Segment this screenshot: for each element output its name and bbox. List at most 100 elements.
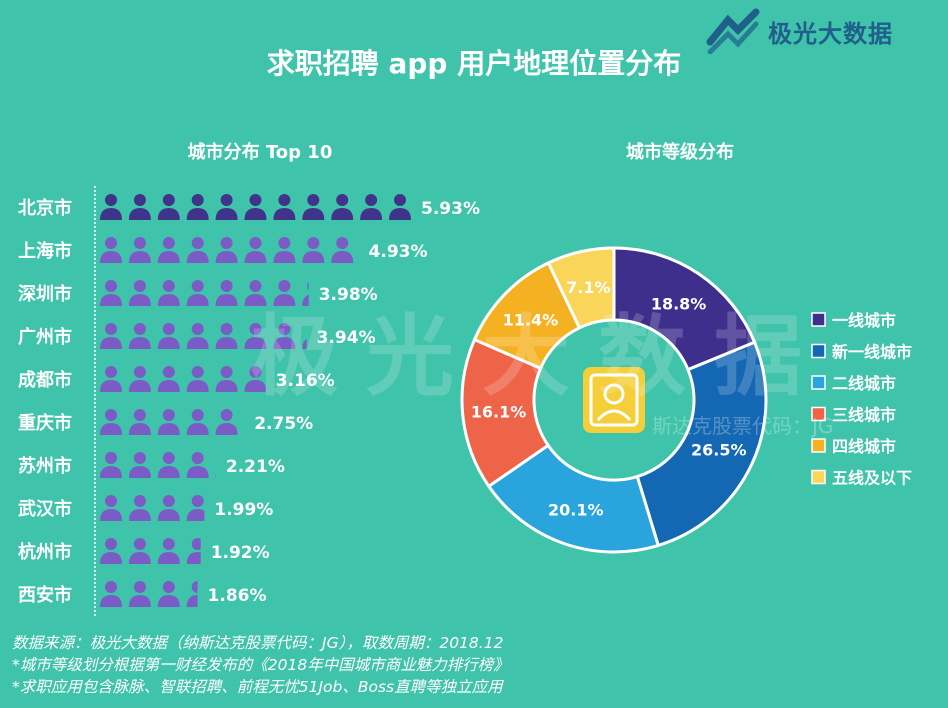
person-icon	[128, 237, 151, 263]
legend-swatch	[811, 438, 826, 453]
page-title: 求职招聘 app 用户地理位置分布	[266, 47, 682, 80]
person-icon	[100, 323, 122, 349]
person-icon	[302, 282, 309, 306]
person-icon	[302, 194, 325, 220]
person-icon	[157, 194, 180, 220]
person-icon	[215, 366, 238, 392]
slice-label: 7.1%	[566, 278, 610, 297]
person-icon	[244, 280, 267, 306]
person-icon	[100, 366, 122, 392]
person-icon	[157, 452, 180, 478]
donut-slice	[612, 246, 757, 372]
brand-logo: 极光大数据	[706, 8, 893, 54]
legend-item: 四线城市	[811, 437, 896, 456]
left-chart-subtitle: 城市分布 Top 10	[187, 142, 333, 163]
footer-line-apps: *求职应用包含脉脉、智联招聘、前程无忧51Job、Boss直聘等独立应用	[12, 678, 503, 696]
person-icon	[157, 409, 180, 435]
person-icon	[128, 366, 151, 392]
person-icon	[273, 237, 296, 263]
person-icon	[244, 194, 267, 220]
person-icon	[273, 280, 296, 306]
person-icon	[215, 474, 216, 478]
person-icon	[186, 495, 205, 521]
person-icon	[331, 237, 354, 263]
person-icon	[215, 237, 238, 263]
axis-line	[94, 186, 96, 616]
legend-swatch	[811, 469, 826, 485]
person-icon	[157, 581, 180, 607]
legend-label: 新一线城市	[832, 343, 912, 362]
person-icon	[302, 338, 307, 349]
value-label: 1.86%	[208, 586, 267, 606]
legend-label: 二线城市	[832, 374, 896, 393]
person-icon	[157, 237, 180, 263]
person-icon	[186, 237, 209, 263]
value-label: 4.93%	[369, 242, 428, 262]
slice-label: 18.8%	[651, 295, 707, 314]
person-icon	[186, 323, 209, 349]
person-icon	[215, 409, 238, 435]
city-label: 杭州市	[18, 541, 72, 563]
value-label: 1.92%	[211, 543, 270, 563]
city-label: 深圳市	[18, 283, 72, 305]
person-icon	[100, 538, 122, 564]
person-icon	[157, 280, 180, 306]
person-icon	[215, 280, 238, 306]
city-bar	[100, 194, 411, 220]
person-icon	[128, 194, 151, 220]
person-icon	[244, 323, 267, 349]
legend-item: 三线城市	[811, 406, 896, 425]
person-icon	[186, 194, 209, 220]
person-icon	[186, 581, 198, 607]
city-label: 苏州市	[18, 455, 72, 477]
value-label: 2.75%	[254, 414, 313, 434]
city-bar	[100, 409, 238, 435]
person-icon	[128, 452, 151, 478]
slice-label: 20.1%	[548, 501, 604, 520]
legend-swatch	[811, 312, 826, 327]
footer-line-source: 数据来源：极光大数据（纳斯达克股票代码：JG），取数周期：2018.12	[12, 634, 504, 652]
city-bar	[100, 366, 266, 392]
person-icon	[128, 280, 151, 306]
city-bar	[100, 323, 307, 349]
right-chart-subtitle: 城市等级分布	[626, 142, 734, 163]
person-icon	[186, 538, 201, 564]
person-icon	[128, 581, 151, 607]
value-label: 2.21%	[226, 457, 285, 477]
person-icon	[215, 323, 238, 349]
legend-swatch	[811, 375, 826, 390]
slice-label: 26.5%	[691, 441, 747, 460]
legend-label: 一线城市	[832, 311, 896, 330]
person-icon	[389, 194, 411, 220]
watermark-sub: 斯达克股票代码：JG	[652, 414, 834, 438]
footer-notes: 数据来源：极光大数据（纳斯达克股票代码：JG），取数周期：2018.12 *城市…	[12, 632, 509, 698]
watermark: 极光大数据	[250, 305, 831, 408]
person-icon	[100, 194, 122, 220]
city-bar	[100, 538, 201, 564]
value-label: 5.93%	[421, 199, 480, 219]
person-icon	[186, 280, 209, 306]
legend-item: 二线城市	[811, 374, 896, 393]
person-icon	[100, 237, 122, 263]
legend-label: 三线城市	[832, 406, 896, 425]
person-icon	[244, 366, 266, 392]
value-label: 3.98%	[319, 285, 378, 305]
person-icon	[244, 237, 267, 263]
person-icon	[128, 323, 151, 349]
jiguang-logo-icon	[706, 8, 760, 54]
person-icon	[157, 323, 180, 349]
person-icon	[128, 409, 151, 435]
person-icon	[157, 538, 180, 564]
legend-label: 五线及以下	[832, 469, 912, 488]
person-icon	[186, 452, 209, 478]
legend-swatch	[811, 406, 826, 422]
person-icon	[186, 409, 209, 435]
person-icon	[273, 323, 296, 349]
person-icon	[128, 538, 151, 564]
value-label: 1.99%	[214, 500, 273, 520]
person-icon	[100, 581, 122, 607]
person-icon	[157, 366, 180, 392]
user-badge-icon	[583, 367, 645, 433]
person-icon	[215, 194, 238, 220]
person-icon	[128, 495, 151, 521]
